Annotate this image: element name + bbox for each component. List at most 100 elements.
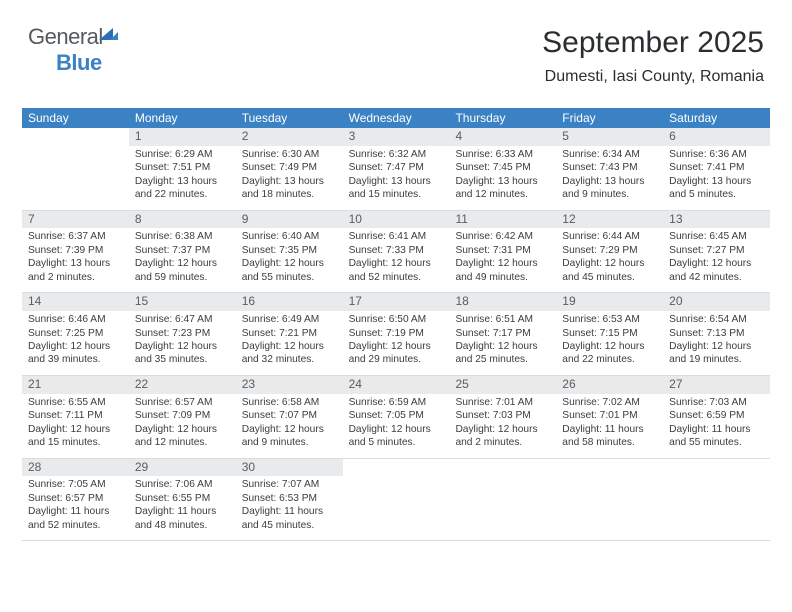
dow-cell: Friday (556, 108, 663, 128)
day-line: Sunset: 7:47 PM (349, 161, 444, 174)
day-line: Sunset: 7:17 PM (455, 327, 550, 340)
day-line: Sunrise: 6:46 AM (28, 313, 123, 326)
day-line: Sunrise: 7:02 AM (562, 396, 657, 409)
day-number: 24 (343, 376, 450, 394)
week-row: 21Sunrise: 6:55 AMSunset: 7:11 PMDayligh… (22, 376, 770, 459)
day-number: 16 (236, 293, 343, 311)
week-row: 14Sunrise: 6:46 AMSunset: 7:25 PMDayligh… (22, 293, 770, 376)
week-row: 7Sunrise: 6:37 AMSunset: 7:39 PMDaylight… (22, 211, 770, 294)
day-cell (343, 459, 450, 541)
day-line: Daylight: 12 hours and 52 minutes. (349, 257, 444, 284)
day-line: Daylight: 12 hours and 19 minutes. (669, 340, 764, 367)
day-number: 15 (129, 293, 236, 311)
day-line: Daylight: 11 hours and 48 minutes. (135, 505, 230, 532)
day-cell: 16Sunrise: 6:49 AMSunset: 7:21 PMDayligh… (236, 293, 343, 375)
dow-cell: Saturday (663, 108, 770, 128)
logo-triangle-small-icon (110, 32, 118, 40)
day-line: Sunrise: 6:42 AM (455, 230, 550, 243)
day-number: 22 (129, 376, 236, 394)
day-number: 2 (236, 128, 343, 146)
day-line: Daylight: 12 hours and 25 minutes. (455, 340, 550, 367)
day-number: 5 (556, 128, 663, 146)
day-cell (663, 459, 770, 541)
day-line: Sunset: 7:01 PM (562, 409, 657, 422)
day-line: Sunset: 7:31 PM (455, 244, 550, 257)
day-cell: 6Sunrise: 6:36 AMSunset: 7:41 PMDaylight… (663, 128, 770, 210)
day-line: Daylight: 12 hours and 49 minutes. (455, 257, 550, 284)
day-line: Sunset: 7:09 PM (135, 409, 230, 422)
dow-cell: Wednesday (343, 108, 450, 128)
day-number: 25 (449, 376, 556, 394)
day-line: Daylight: 12 hours and 42 minutes. (669, 257, 764, 284)
day-cell (22, 128, 129, 210)
day-line: Sunset: 7:19 PM (349, 327, 444, 340)
week-row: 1Sunrise: 6:29 AMSunset: 7:51 PMDaylight… (22, 128, 770, 211)
dow-cell: Thursday (449, 108, 556, 128)
day-cell: 8Sunrise: 6:38 AMSunset: 7:37 PMDaylight… (129, 211, 236, 293)
day-cell: 25Sunrise: 7:01 AMSunset: 7:03 PMDayligh… (449, 376, 556, 458)
day-cell: 22Sunrise: 6:57 AMSunset: 7:09 PMDayligh… (129, 376, 236, 458)
day-cell: 21Sunrise: 6:55 AMSunset: 7:11 PMDayligh… (22, 376, 129, 458)
day-line: Sunset: 7:45 PM (455, 161, 550, 174)
day-number: 17 (343, 293, 450, 311)
day-cell: 30Sunrise: 7:07 AMSunset: 6:53 PMDayligh… (236, 459, 343, 541)
day-number: 26 (556, 376, 663, 394)
day-line: Daylight: 13 hours and 5 minutes. (669, 175, 764, 202)
day-line: Daylight: 13 hours and 15 minutes. (349, 175, 444, 202)
day-number: 21 (22, 376, 129, 394)
day-line: Sunset: 7:13 PM (669, 327, 764, 340)
day-line: Daylight: 13 hours and 22 minutes. (135, 175, 230, 202)
dow-cell: Monday (129, 108, 236, 128)
day-cell: 27Sunrise: 7:03 AMSunset: 6:59 PMDayligh… (663, 376, 770, 458)
day-cell: 12Sunrise: 6:44 AMSunset: 7:29 PMDayligh… (556, 211, 663, 293)
day-line: Daylight: 12 hours and 5 minutes. (349, 423, 444, 450)
day-line: Daylight: 12 hours and 45 minutes. (562, 257, 657, 284)
day-cell: 28Sunrise: 7:05 AMSunset: 6:57 PMDayligh… (22, 459, 129, 541)
day-line: Sunset: 7:23 PM (135, 327, 230, 340)
day-cell: 29Sunrise: 7:06 AMSunset: 6:55 PMDayligh… (129, 459, 236, 541)
calendar: SundayMondayTuesdayWednesdayThursdayFrid… (22, 108, 770, 541)
day-line: Sunrise: 6:44 AM (562, 230, 657, 243)
day-number: 13 (663, 211, 770, 229)
logo: GeneralBlue (28, 24, 118, 76)
day-cell: 5Sunrise: 6:34 AMSunset: 7:43 PMDaylight… (556, 128, 663, 210)
day-line: Daylight: 12 hours and 29 minutes. (349, 340, 444, 367)
day-line: Sunrise: 6:34 AM (562, 148, 657, 161)
day-line: Daylight: 12 hours and 35 minutes. (135, 340, 230, 367)
day-line: Daylight: 11 hours and 58 minutes. (562, 423, 657, 450)
day-line: Sunset: 7:27 PM (669, 244, 764, 257)
day-line: Sunset: 7:33 PM (349, 244, 444, 257)
day-line: Sunrise: 6:47 AM (135, 313, 230, 326)
day-line: Sunrise: 6:55 AM (28, 396, 123, 409)
day-line: Sunrise: 6:29 AM (135, 148, 230, 161)
dow-cell: Sunday (22, 108, 129, 128)
day-cell: 19Sunrise: 6:53 AMSunset: 7:15 PMDayligh… (556, 293, 663, 375)
day-number: 29 (129, 459, 236, 477)
day-line: Sunrise: 6:38 AM (135, 230, 230, 243)
day-line: Sunrise: 6:41 AM (349, 230, 444, 243)
day-cell: 10Sunrise: 6:41 AMSunset: 7:33 PMDayligh… (343, 211, 450, 293)
day-number: 20 (663, 293, 770, 311)
day-line: Daylight: 13 hours and 12 minutes. (455, 175, 550, 202)
day-cell: 13Sunrise: 6:45 AMSunset: 7:27 PMDayligh… (663, 211, 770, 293)
dow-cell: Tuesday (236, 108, 343, 128)
day-line: Daylight: 12 hours and 55 minutes. (242, 257, 337, 284)
day-line: Daylight: 11 hours and 45 minutes. (242, 505, 337, 532)
day-line: Sunset: 7:51 PM (135, 161, 230, 174)
day-cell: 23Sunrise: 6:58 AMSunset: 7:07 PMDayligh… (236, 376, 343, 458)
day-line: Sunset: 7:15 PM (562, 327, 657, 340)
day-line: Sunset: 7:39 PM (28, 244, 123, 257)
day-cell: 9Sunrise: 6:40 AMSunset: 7:35 PMDaylight… (236, 211, 343, 293)
day-line: Sunrise: 6:45 AM (669, 230, 764, 243)
day-line: Sunset: 7:25 PM (28, 327, 123, 340)
day-line: Sunset: 7:37 PM (135, 244, 230, 257)
day-line: Sunrise: 6:54 AM (669, 313, 764, 326)
day-cell: 24Sunrise: 6:59 AMSunset: 7:05 PMDayligh… (343, 376, 450, 458)
logo-text-2: Blue (56, 50, 102, 75)
week-row: 28Sunrise: 7:05 AMSunset: 6:57 PMDayligh… (22, 459, 770, 542)
day-line: Daylight: 11 hours and 52 minutes. (28, 505, 123, 532)
day-line: Sunrise: 6:37 AM (28, 230, 123, 243)
day-line: Daylight: 12 hours and 22 minutes. (562, 340, 657, 367)
day-number: 11 (449, 211, 556, 229)
day-line: Sunrise: 6:58 AM (242, 396, 337, 409)
